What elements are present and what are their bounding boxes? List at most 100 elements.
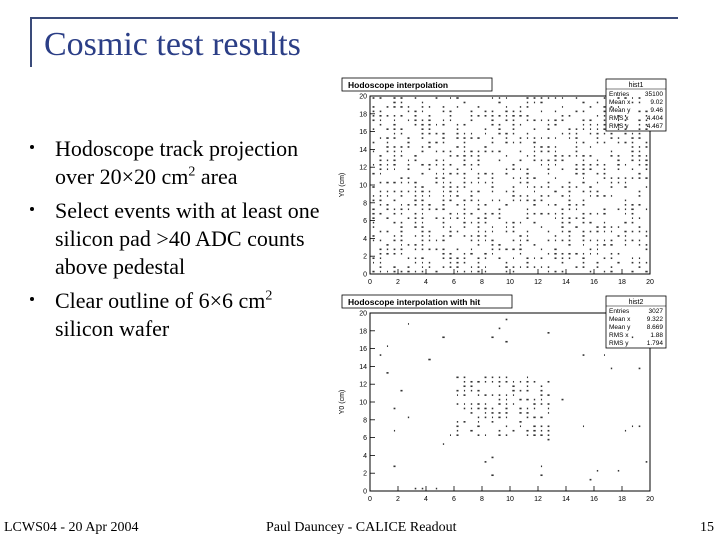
data-point <box>526 217 529 219</box>
data-point <box>645 244 648 246</box>
data-point <box>540 465 543 468</box>
x-tick-label: 12 <box>534 279 542 286</box>
data-point <box>470 110 473 113</box>
data-point <box>498 385 501 388</box>
data-point <box>547 172 550 175</box>
data-point <box>428 141 431 144</box>
y-tick-label: 10 <box>359 400 367 407</box>
frame-top-rule <box>30 17 678 19</box>
y-axis-label: Y0 (cm) <box>339 173 346 198</box>
data-point <box>442 119 445 122</box>
data-point <box>456 261 459 264</box>
data-point <box>561 168 564 171</box>
data-point <box>533 204 536 206</box>
data-point <box>372 128 375 130</box>
data-point <box>582 204 585 206</box>
data-point <box>568 244 571 246</box>
bullet-text-end: silicon wafer <box>55 316 170 341</box>
data-point <box>512 270 515 273</box>
data-point <box>393 159 396 162</box>
data-point <box>512 230 515 233</box>
data-point <box>582 212 585 215</box>
data-point <box>610 132 613 135</box>
data-point <box>561 132 564 135</box>
data-point <box>596 123 599 126</box>
data-point <box>386 252 389 255</box>
data-point <box>631 141 634 144</box>
data-point <box>645 270 648 273</box>
data-point <box>400 150 403 153</box>
data-point <box>379 137 382 139</box>
data-point <box>505 132 508 135</box>
data-point <box>456 230 459 233</box>
data-point <box>477 155 480 157</box>
data-point <box>379 204 382 206</box>
data-point <box>617 97 620 99</box>
data-point <box>470 190 473 193</box>
data-point <box>407 163 410 166</box>
data-point <box>582 119 585 122</box>
data-point <box>456 434 459 436</box>
data-point <box>547 407 550 410</box>
data-point <box>512 403 515 405</box>
data-point <box>498 434 501 436</box>
data-point <box>547 97 550 99</box>
data-point <box>568 155 571 157</box>
data-point <box>470 403 473 405</box>
data-point <box>372 270 375 273</box>
data-point <box>484 204 487 206</box>
x-tick-label: 4 <box>424 279 428 286</box>
data-point <box>505 97 508 99</box>
data-point <box>596 252 599 255</box>
data-point <box>491 412 494 414</box>
data-point <box>421 248 424 251</box>
data-point <box>645 119 648 122</box>
data-point <box>449 235 452 237</box>
data-point <box>603 123 606 126</box>
data-point <box>491 394 494 396</box>
data-point <box>400 132 403 135</box>
data-point <box>596 469 599 472</box>
data-point <box>582 110 585 113</box>
data-point <box>512 266 515 268</box>
data-point <box>589 248 592 251</box>
data-point <box>484 376 487 379</box>
data-point <box>554 119 557 122</box>
chart-title-box <box>341 77 493 92</box>
data-point <box>540 425 543 428</box>
data-point <box>498 208 501 211</box>
data-point <box>533 212 536 215</box>
data-point <box>526 389 529 392</box>
stats-label: Mean x <box>609 99 631 106</box>
data-point <box>421 163 424 166</box>
data-point <box>386 190 389 193</box>
data-point <box>603 230 606 233</box>
stats-label: RMS x <box>609 332 629 339</box>
y-tick-label: 18 <box>359 111 367 118</box>
y-tick-label: 14 <box>359 364 367 371</box>
data-point <box>610 266 613 268</box>
data-point <box>498 244 501 246</box>
data-point <box>491 150 494 153</box>
data-point <box>407 266 410 268</box>
data-point <box>638 230 641 233</box>
y-axis-label: Y0 (cm) <box>339 390 346 415</box>
data-point <box>442 252 445 255</box>
data-point <box>477 163 480 166</box>
data-point <box>456 123 459 126</box>
data-point <box>505 407 508 410</box>
data-point <box>421 239 424 242</box>
data-point <box>624 97 627 99</box>
data-point <box>505 226 508 228</box>
data-point <box>512 199 515 202</box>
data-point <box>449 163 452 166</box>
data-point <box>414 186 417 188</box>
data-point <box>442 443 445 445</box>
x-tick-label: 14 <box>562 496 570 503</box>
data-point <box>533 434 536 436</box>
data-point <box>554 163 557 166</box>
data-point <box>386 168 389 171</box>
data-point <box>638 119 641 122</box>
data-point <box>554 257 557 260</box>
data-point <box>379 212 382 215</box>
